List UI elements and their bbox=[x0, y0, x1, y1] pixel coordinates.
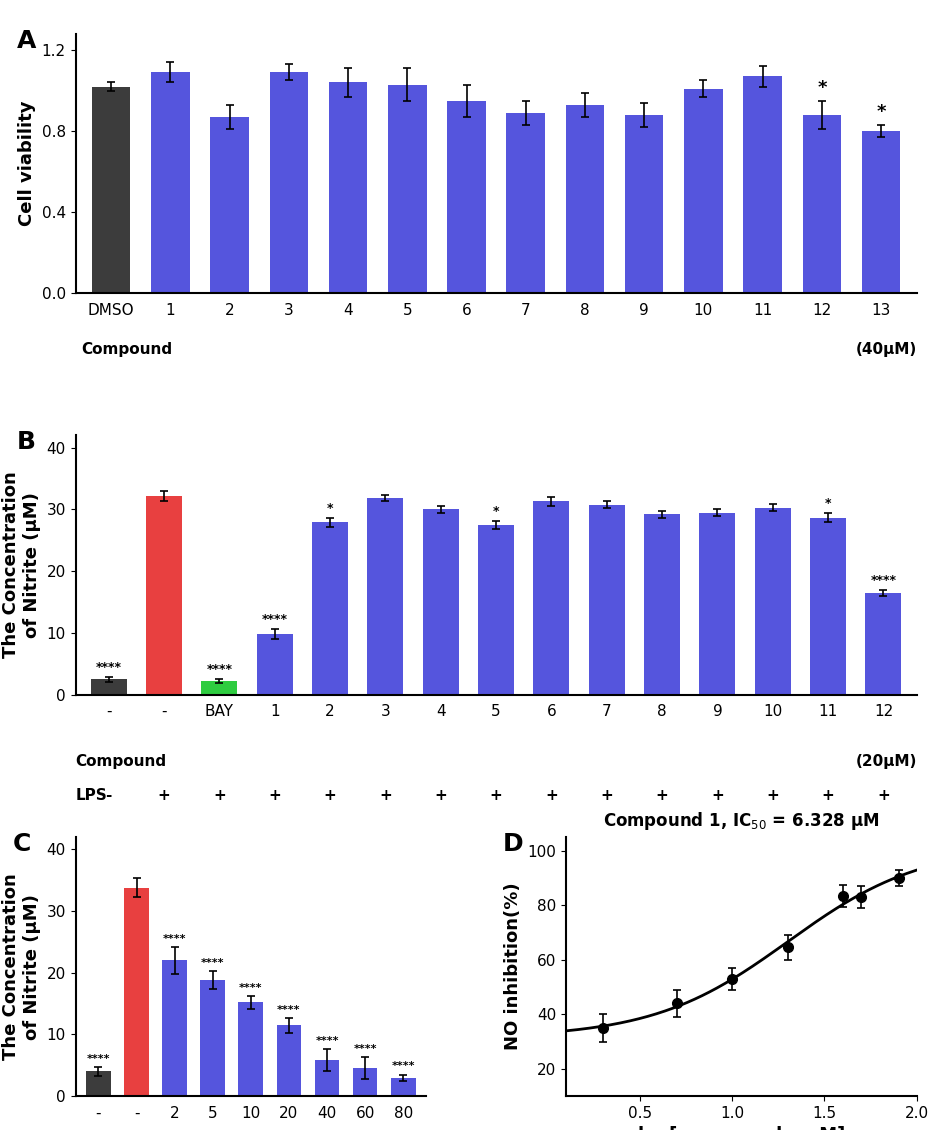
Y-axis label: The Concentration
of Nitrite (μM): The Concentration of Nitrite (μM) bbox=[2, 873, 41, 1060]
Text: +: + bbox=[655, 788, 667, 802]
Y-axis label: NO inhibition(%): NO inhibition(%) bbox=[503, 883, 521, 1051]
Bar bbox=[699, 513, 734, 695]
Text: Compound: Compound bbox=[81, 342, 173, 357]
Bar bbox=[269, 72, 308, 293]
Bar bbox=[352, 1068, 377, 1096]
Bar bbox=[624, 115, 663, 293]
Text: A: A bbox=[17, 28, 36, 53]
Bar bbox=[238, 1002, 263, 1096]
Bar bbox=[743, 77, 781, 293]
Text: C: C bbox=[12, 832, 31, 855]
Text: +: + bbox=[710, 788, 723, 802]
Text: +: + bbox=[876, 788, 889, 802]
Text: +: + bbox=[324, 788, 336, 802]
Text: ****: **** bbox=[315, 1036, 338, 1046]
Bar bbox=[124, 887, 149, 1096]
Bar bbox=[478, 525, 514, 695]
Text: B: B bbox=[17, 431, 36, 454]
Text: *: * bbox=[327, 502, 333, 515]
Text: +: + bbox=[158, 788, 170, 802]
Text: Compound: Compound bbox=[76, 754, 166, 770]
Text: +: + bbox=[379, 788, 392, 802]
Bar bbox=[644, 514, 680, 695]
Text: ****: **** bbox=[869, 574, 896, 586]
Text: +: + bbox=[489, 788, 502, 802]
Text: (40μM): (40μM) bbox=[854, 342, 916, 357]
Y-axis label: The Concentration
of Nitrite (μM): The Concentration of Nitrite (μM) bbox=[2, 471, 41, 659]
Text: +: + bbox=[766, 788, 779, 802]
Text: *: * bbox=[493, 504, 498, 518]
Text: +: + bbox=[434, 788, 447, 802]
Text: D: D bbox=[502, 832, 523, 855]
Text: ****: **** bbox=[391, 1061, 414, 1071]
Bar bbox=[809, 518, 845, 695]
Text: *: * bbox=[824, 497, 831, 510]
Text: -: - bbox=[106, 788, 112, 802]
Bar bbox=[388, 85, 426, 293]
Text: ****: **** bbox=[239, 983, 262, 993]
Bar bbox=[211, 116, 248, 293]
Text: ****: **** bbox=[277, 1005, 300, 1015]
Title: Compound 1, IC$_{50}$ = 6.328 μM: Compound 1, IC$_{50}$ = 6.328 μM bbox=[602, 810, 879, 832]
Bar bbox=[447, 101, 485, 293]
Bar bbox=[151, 72, 190, 293]
Text: LPS: LPS bbox=[76, 788, 108, 802]
Text: ****: **** bbox=[162, 933, 186, 944]
Bar bbox=[277, 1025, 301, 1096]
Text: *: * bbox=[817, 79, 826, 97]
Text: (20μM): (20μM) bbox=[854, 754, 916, 770]
Text: ****: **** bbox=[206, 663, 232, 676]
Text: +: + bbox=[599, 788, 613, 802]
Text: +: + bbox=[268, 788, 281, 802]
Bar bbox=[754, 507, 790, 695]
Bar bbox=[422, 510, 458, 695]
Bar bbox=[91, 679, 126, 695]
Text: +: + bbox=[212, 788, 226, 802]
Text: ****: **** bbox=[201, 958, 225, 967]
X-axis label: log[compounds, μM]: log[compounds, μM] bbox=[637, 1127, 844, 1130]
Bar bbox=[565, 105, 603, 293]
Y-axis label: Cell viability: Cell viability bbox=[18, 101, 36, 226]
Bar bbox=[146, 496, 182, 695]
Text: ****: **** bbox=[87, 1054, 110, 1064]
Bar bbox=[533, 502, 569, 695]
Bar bbox=[86, 1071, 110, 1096]
Bar bbox=[200, 980, 225, 1096]
Bar bbox=[865, 593, 901, 695]
Bar bbox=[683, 88, 722, 293]
Text: *: * bbox=[875, 103, 885, 121]
Bar bbox=[201, 681, 237, 695]
Bar bbox=[861, 131, 900, 293]
Bar bbox=[506, 113, 545, 293]
Text: ****: **** bbox=[353, 1044, 377, 1054]
Bar bbox=[92, 87, 130, 293]
Bar bbox=[367, 498, 403, 695]
Bar bbox=[588, 505, 624, 695]
Bar bbox=[257, 634, 293, 695]
Text: ****: **** bbox=[95, 661, 122, 673]
Bar bbox=[312, 522, 347, 695]
Bar bbox=[162, 960, 187, 1096]
Text: +: + bbox=[545, 788, 557, 802]
Bar bbox=[329, 82, 367, 293]
Bar bbox=[391, 1078, 415, 1096]
Text: ****: **** bbox=[261, 614, 288, 626]
Text: +: + bbox=[821, 788, 834, 802]
Bar bbox=[801, 115, 840, 293]
Bar bbox=[314, 1060, 339, 1096]
